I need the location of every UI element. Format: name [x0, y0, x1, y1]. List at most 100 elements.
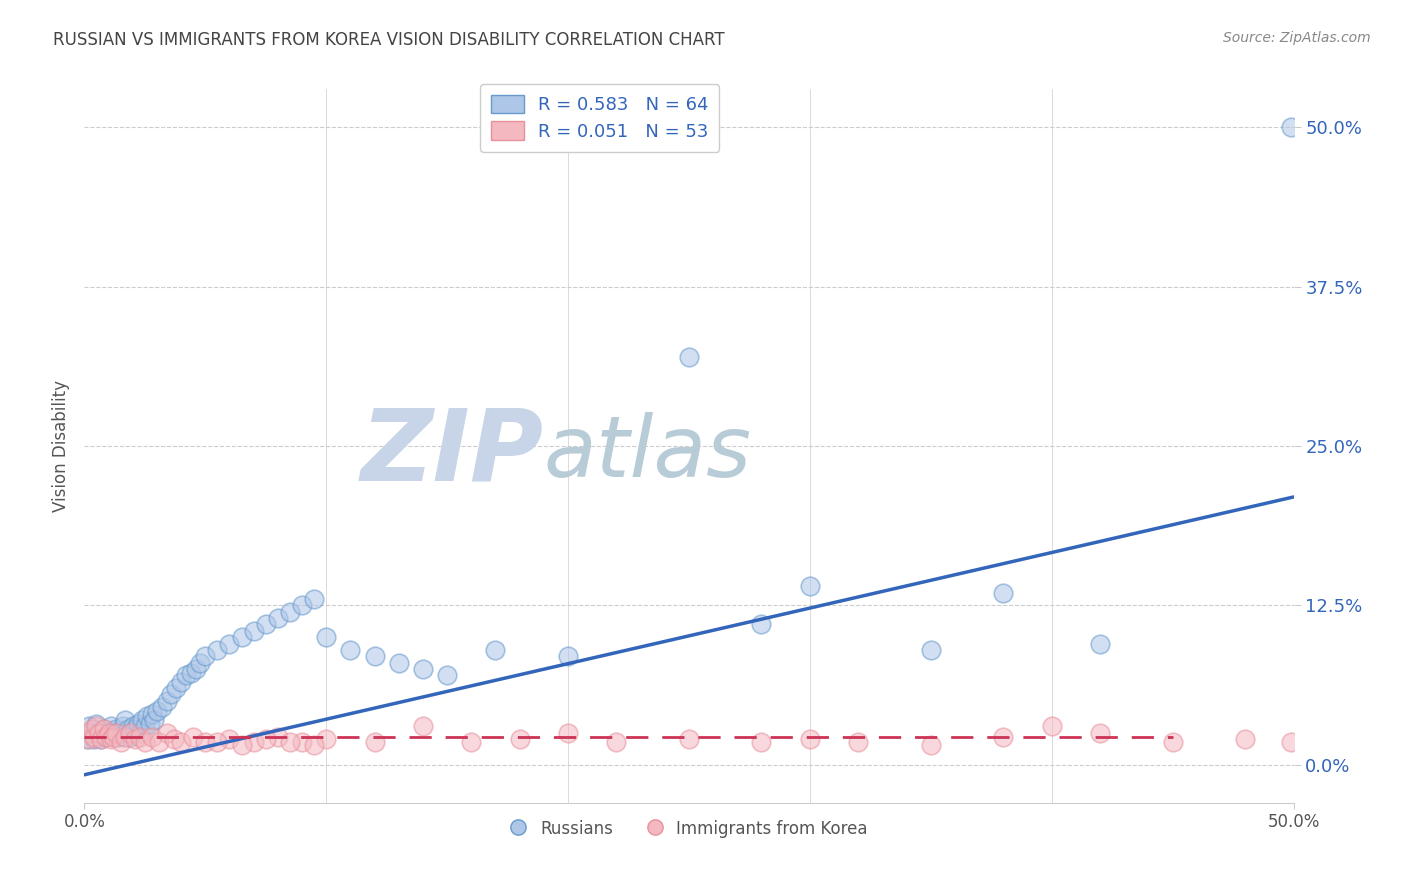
Point [76, 732, 98, 747]
Point [148, 734, 170, 748]
Point [231, 739, 253, 753]
Point [231, 630, 253, 644]
Text: ZIP: ZIP [361, 405, 544, 501]
Text: RUSSIAN VS IMMIGRANTS FROM KOREA VISION DISABILITY CORRELATION CHART: RUSSIAN VS IMMIGRANTS FROM KOREA VISION … [53, 31, 725, 49]
Point [110, 725, 132, 739]
Point [77, 732, 100, 747]
Point [97, 725, 120, 739]
Point [363, 649, 385, 664]
Point [557, 649, 579, 664]
Point [143, 713, 166, 727]
Point [484, 643, 506, 657]
Point [170, 674, 193, 689]
Point [165, 681, 187, 695]
Point [93, 722, 115, 736]
Point [100, 719, 122, 733]
Point [1161, 734, 1184, 748]
Point [920, 739, 942, 753]
Point [94, 730, 117, 744]
Point [114, 730, 136, 744]
Point [121, 719, 143, 733]
Point [120, 730, 142, 744]
Point [141, 730, 163, 744]
Point [605, 734, 627, 748]
Point [83, 732, 105, 747]
Point [278, 734, 301, 748]
Point [90, 732, 112, 747]
Point [155, 725, 177, 739]
Point [315, 732, 337, 747]
Point [170, 734, 193, 748]
Point [302, 739, 325, 753]
Point [174, 668, 197, 682]
Point [993, 585, 1015, 599]
Point [134, 734, 156, 748]
Point [136, 709, 159, 723]
Point [94, 730, 117, 744]
Point [388, 656, 411, 670]
Point [846, 734, 869, 748]
Point [87, 725, 110, 739]
Point [218, 732, 240, 747]
Point [124, 722, 146, 736]
Point [339, 643, 361, 657]
Point [83, 730, 105, 744]
Point [80, 725, 103, 739]
Point [751, 734, 773, 748]
Point [163, 732, 186, 747]
Point [218, 636, 240, 650]
Point [129, 730, 152, 744]
Y-axis label: Vision Disability: Vision Disability [52, 380, 70, 512]
Point [146, 704, 169, 718]
Point [76, 725, 98, 739]
Point [267, 611, 290, 625]
Point [80, 722, 103, 736]
Point [799, 579, 821, 593]
Point [509, 732, 531, 747]
Text: Source: ZipAtlas.com: Source: ZipAtlas.com [1223, 31, 1371, 45]
Point [120, 725, 142, 739]
Point [90, 732, 112, 747]
Point [194, 649, 217, 664]
Point [1040, 719, 1063, 733]
Point [100, 732, 122, 747]
Point [110, 734, 132, 748]
Point [131, 713, 153, 727]
Point [254, 617, 277, 632]
Point [291, 599, 314, 613]
Point [291, 734, 314, 748]
Point [1279, 120, 1302, 135]
Point [138, 716, 160, 731]
Point [1279, 734, 1302, 748]
Point [315, 630, 337, 644]
Point [180, 665, 202, 680]
Point [124, 732, 146, 747]
Point [86, 719, 108, 733]
Point [278, 605, 301, 619]
Point [207, 643, 229, 657]
Point [207, 734, 229, 748]
Point [267, 730, 290, 744]
Point [103, 730, 125, 744]
Point [363, 734, 385, 748]
Point [77, 719, 100, 733]
Point [678, 732, 700, 747]
Point [194, 734, 217, 748]
Text: atlas: atlas [544, 411, 752, 495]
Point [242, 734, 264, 748]
Point [155, 694, 177, 708]
Point [1088, 725, 1111, 739]
Legend: Russians, Immigrants from Korea: Russians, Immigrants from Korea [503, 813, 875, 845]
Point [1234, 732, 1257, 747]
Point [436, 668, 458, 682]
Point [412, 719, 434, 733]
Point [112, 719, 135, 733]
Point [134, 719, 156, 733]
Point [114, 713, 136, 727]
Point [97, 725, 120, 739]
Point [117, 722, 139, 736]
Point [460, 734, 482, 748]
Point [920, 643, 942, 657]
Point [184, 662, 207, 676]
Point [129, 725, 152, 739]
